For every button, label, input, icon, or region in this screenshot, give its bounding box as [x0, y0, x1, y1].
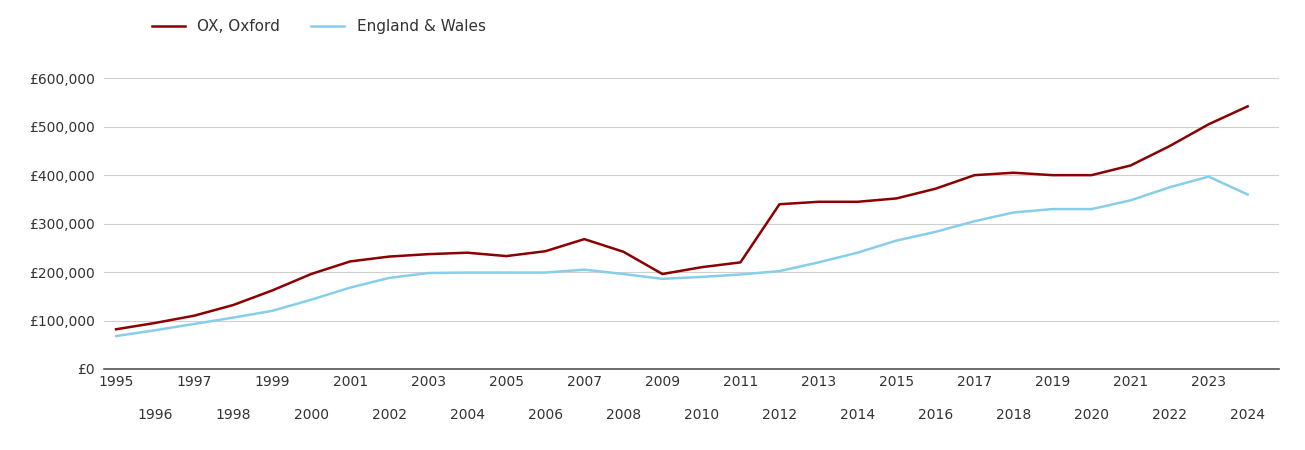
- OX, Oxford: [850, 199, 865, 204]
- Text: 2016: 2016: [917, 408, 953, 422]
- Text: 2014: 2014: [840, 408, 876, 422]
- England & Wales: [1122, 198, 1138, 203]
- Text: 2024: 2024: [1231, 408, 1265, 422]
- Text: 2022: 2022: [1152, 408, 1188, 422]
- England & Wales: [420, 270, 436, 276]
- England & Wales: [1161, 184, 1177, 190]
- Text: 2006: 2006: [527, 408, 562, 422]
- OX, Oxford: [771, 202, 787, 207]
- England & Wales: [1006, 210, 1022, 215]
- England & Wales: [771, 268, 787, 274]
- Text: 2012: 2012: [762, 408, 797, 422]
- OX, Oxford: [810, 199, 826, 204]
- OX, Oxford: [967, 172, 983, 178]
- Text: 1996: 1996: [137, 408, 172, 422]
- Text: 2004: 2004: [450, 408, 484, 422]
- England & Wales: [187, 321, 202, 327]
- OX, Oxford: [1122, 163, 1138, 168]
- England & Wales: [732, 272, 748, 277]
- OX, Oxford: [1083, 172, 1099, 178]
- England & Wales: [810, 260, 826, 265]
- England & Wales: [381, 275, 397, 281]
- OX, Oxford: [1045, 172, 1061, 178]
- England & Wales: [577, 267, 592, 272]
- OX, Oxford: [342, 259, 358, 264]
- OX, Oxford: [226, 302, 241, 308]
- England & Wales: [147, 328, 163, 333]
- OX, Oxford: [732, 260, 748, 265]
- OX, Oxford: [265, 288, 281, 293]
- Text: 2010: 2010: [684, 408, 719, 422]
- England & Wales: [967, 219, 983, 224]
- OX, Oxford: [1240, 104, 1255, 109]
- OX, Oxford: [108, 327, 124, 332]
- England & Wales: [1045, 207, 1061, 212]
- England & Wales: [889, 238, 904, 243]
- OX, Oxford: [303, 271, 318, 277]
- England & Wales: [303, 297, 318, 302]
- OX, Oxford: [928, 186, 944, 191]
- England & Wales: [693, 274, 709, 279]
- OX, Oxford: [577, 236, 592, 242]
- England & Wales: [1201, 174, 1216, 179]
- OX, Oxford: [147, 320, 163, 326]
- England & Wales: [538, 270, 553, 275]
- OX, Oxford: [420, 252, 436, 257]
- England & Wales: [1083, 207, 1099, 212]
- Line: England & Wales: England & Wales: [116, 176, 1248, 336]
- England & Wales: [928, 229, 944, 234]
- OX, Oxford: [889, 196, 904, 201]
- OX, Oxford: [1201, 122, 1216, 127]
- England & Wales: [616, 271, 632, 277]
- OX, Oxford: [1006, 170, 1022, 176]
- Text: 2020: 2020: [1074, 408, 1109, 422]
- Line: OX, Oxford: OX, Oxford: [116, 106, 1248, 329]
- England & Wales: [342, 285, 358, 290]
- England & Wales: [108, 333, 124, 339]
- England & Wales: [499, 270, 514, 275]
- Text: 2002: 2002: [372, 408, 407, 422]
- Text: 2008: 2008: [606, 408, 641, 422]
- England & Wales: [265, 308, 281, 314]
- Text: 2000: 2000: [294, 408, 329, 422]
- OX, Oxford: [381, 254, 397, 259]
- OX, Oxford: [1161, 144, 1177, 149]
- Text: 1998: 1998: [215, 408, 251, 422]
- OX, Oxford: [187, 313, 202, 319]
- OX, Oxford: [459, 250, 475, 256]
- OX, Oxford: [693, 265, 709, 270]
- England & Wales: [1240, 192, 1255, 197]
- OX, Oxford: [499, 253, 514, 259]
- England & Wales: [850, 250, 865, 256]
- OX, Oxford: [616, 249, 632, 254]
- Legend: OX, Oxford, England & Wales: OX, Oxford, England & Wales: [146, 13, 492, 40]
- England & Wales: [226, 315, 241, 320]
- OX, Oxford: [655, 271, 671, 277]
- OX, Oxford: [538, 248, 553, 254]
- England & Wales: [459, 270, 475, 275]
- Text: 2018: 2018: [996, 408, 1031, 422]
- England & Wales: [655, 276, 671, 282]
